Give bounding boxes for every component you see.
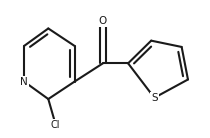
Text: N: N — [20, 77, 28, 87]
Text: S: S — [151, 93, 158, 103]
Text: Cl: Cl — [51, 120, 60, 130]
Text: O: O — [99, 16, 107, 26]
